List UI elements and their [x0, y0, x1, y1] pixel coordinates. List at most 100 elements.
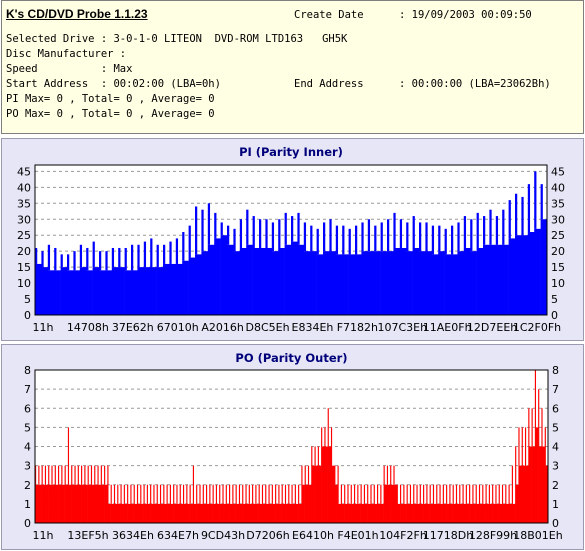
- pi-chart-title: PI (Parity Inner): [239, 145, 343, 159]
- pi-data-bar: [35, 263, 42, 315]
- po-x-tick-label: E6410h: [292, 529, 334, 542]
- po-peak-bar: [153, 484, 155, 504]
- po-data-bar: [426, 503, 430, 523]
- pi-data-bar: [412, 247, 420, 315]
- pi-peak-bar: [92, 241, 95, 268]
- po-peak-bar: [77, 465, 79, 485]
- po-peak-bar: [469, 484, 471, 504]
- po-peak-bar: [518, 427, 520, 466]
- pi-peak-bar: [118, 247, 121, 268]
- pi-peak-bar: [143, 241, 147, 268]
- pi-peak-bar: [534, 171, 537, 229]
- app-title: K's CD/DVD Probe 1.1.23: [6, 7, 148, 21]
- pi-peak-bar: [201, 209, 204, 252]
- pi-y-tick-label-right: 40: [551, 181, 565, 194]
- po-peak-bar: [186, 484, 188, 504]
- pi-peak-bar: [207, 203, 211, 245]
- po-peak-bar: [261, 484, 264, 504]
- po-peak-bar: [436, 484, 438, 504]
- pi-peak-bar: [431, 225, 435, 255]
- po-peak-bar: [127, 484, 129, 504]
- pi-y-tick-label-right: 10: [551, 277, 565, 290]
- po-data-bar: [146, 503, 151, 523]
- po-data-bar: [275, 503, 279, 523]
- po-y-tick-label-right: 2: [552, 479, 559, 492]
- po-data-bar: [84, 484, 88, 523]
- pi-peak-bar: [451, 225, 454, 255]
- po-data-bar: [120, 503, 125, 523]
- po-data-bar: [206, 503, 210, 523]
- po-data-bar: [485, 503, 490, 523]
- pi-data-bar: [502, 244, 509, 315]
- po-data-bar: [386, 484, 391, 523]
- po-peak-bar: [485, 484, 487, 504]
- po-peak-bar: [169, 484, 171, 504]
- po-peak-bar: [61, 465, 63, 485]
- po-peak-bar: [173, 484, 175, 504]
- pi-y-tick-label-left: 10: [17, 277, 31, 290]
- po-peak-bar: [179, 484, 181, 504]
- po-data-bar: [242, 503, 246, 523]
- pi-peak-bar: [227, 225, 230, 245]
- pi-y-tick-label-right: 35: [551, 197, 565, 210]
- pi-peak-bar: [79, 244, 83, 268]
- po-chart: PO (Parity Outer) 0 0 1 1 2 2 3 3 4 4 5 5 6 6 7 7 8 8 11h 13…: [24, 351, 563, 542]
- pi-peak-bar: [291, 216, 294, 242]
- po-peak-bar: [344, 484, 346, 504]
- po-data-bar: [360, 503, 365, 523]
- po-peak-bar: [419, 484, 421, 504]
- pi-data-bar: [419, 251, 426, 315]
- po-data-bar: [123, 503, 128, 523]
- po-data-bar: [163, 503, 167, 523]
- po-peak-bar: [400, 484, 402, 504]
- po-data-bar: [196, 503, 200, 523]
- po-peak-bar: [133, 484, 135, 504]
- po-data-bar: [64, 484, 69, 523]
- po-data-bar: [538, 446, 542, 523]
- pi-data-bar: [163, 263, 170, 315]
- po-data-bar: [344, 503, 348, 523]
- po-peak-bar: [360, 484, 362, 504]
- pi-data-bar: [79, 267, 87, 315]
- pi-data-bar: [297, 244, 305, 315]
- po-data-bar: [465, 503, 470, 523]
- pi-data-bar: [265, 247, 273, 315]
- po-data-bar: [492, 503, 496, 523]
- po-data-bar: [94, 484, 98, 523]
- pi-data-bar: [291, 241, 298, 315]
- pi-peak-bar: [515, 193, 518, 236]
- pi-y-tick-label-right: 5: [551, 293, 558, 306]
- info-panel: K's CD/DVD Probe 1.1.23 Create Date : 19…: [1, 0, 584, 134]
- po-data-bar: [202, 503, 207, 523]
- po-peak-bar: [117, 484, 119, 504]
- po-data-bar: [153, 503, 157, 523]
- po-data-bar: [390, 484, 394, 523]
- pi-data-bar: [444, 254, 452, 315]
- po-data-bar: [469, 503, 473, 523]
- po-peak-bar: [406, 484, 408, 504]
- po-peak-bar: [252, 484, 254, 504]
- po-y-tick-label-right: 4: [552, 441, 559, 454]
- po-peak-bar: [294, 484, 296, 504]
- pi-peak-bar: [444, 228, 447, 255]
- po-data-bar: [452, 503, 457, 523]
- po-peak-bar: [311, 446, 313, 466]
- po-peak-bar: [291, 484, 293, 504]
- po-data-bar: [307, 484, 312, 523]
- po-peak-bar: [67, 427, 70, 485]
- po-data-bar: [436, 503, 440, 523]
- po-peak-bar: [298, 484, 300, 504]
- po-data-bar: [35, 484, 39, 523]
- po-peak-bar: [541, 408, 543, 447]
- pi-data-bar: [348, 254, 356, 315]
- po-peak-bar: [462, 484, 464, 504]
- po-peak-bar: [452, 484, 454, 504]
- po-peak-bar: [390, 465, 392, 485]
- pi-data-bar: [508, 238, 516, 315]
- po-data-bar: [459, 503, 463, 523]
- po-peak-bar: [235, 484, 237, 504]
- po-y-tick-label-right: 5: [552, 421, 559, 434]
- po-peak-bar: [386, 465, 389, 485]
- po-y-tick-label-left: 7: [24, 383, 31, 396]
- pi-data-bar: [316, 254, 324, 315]
